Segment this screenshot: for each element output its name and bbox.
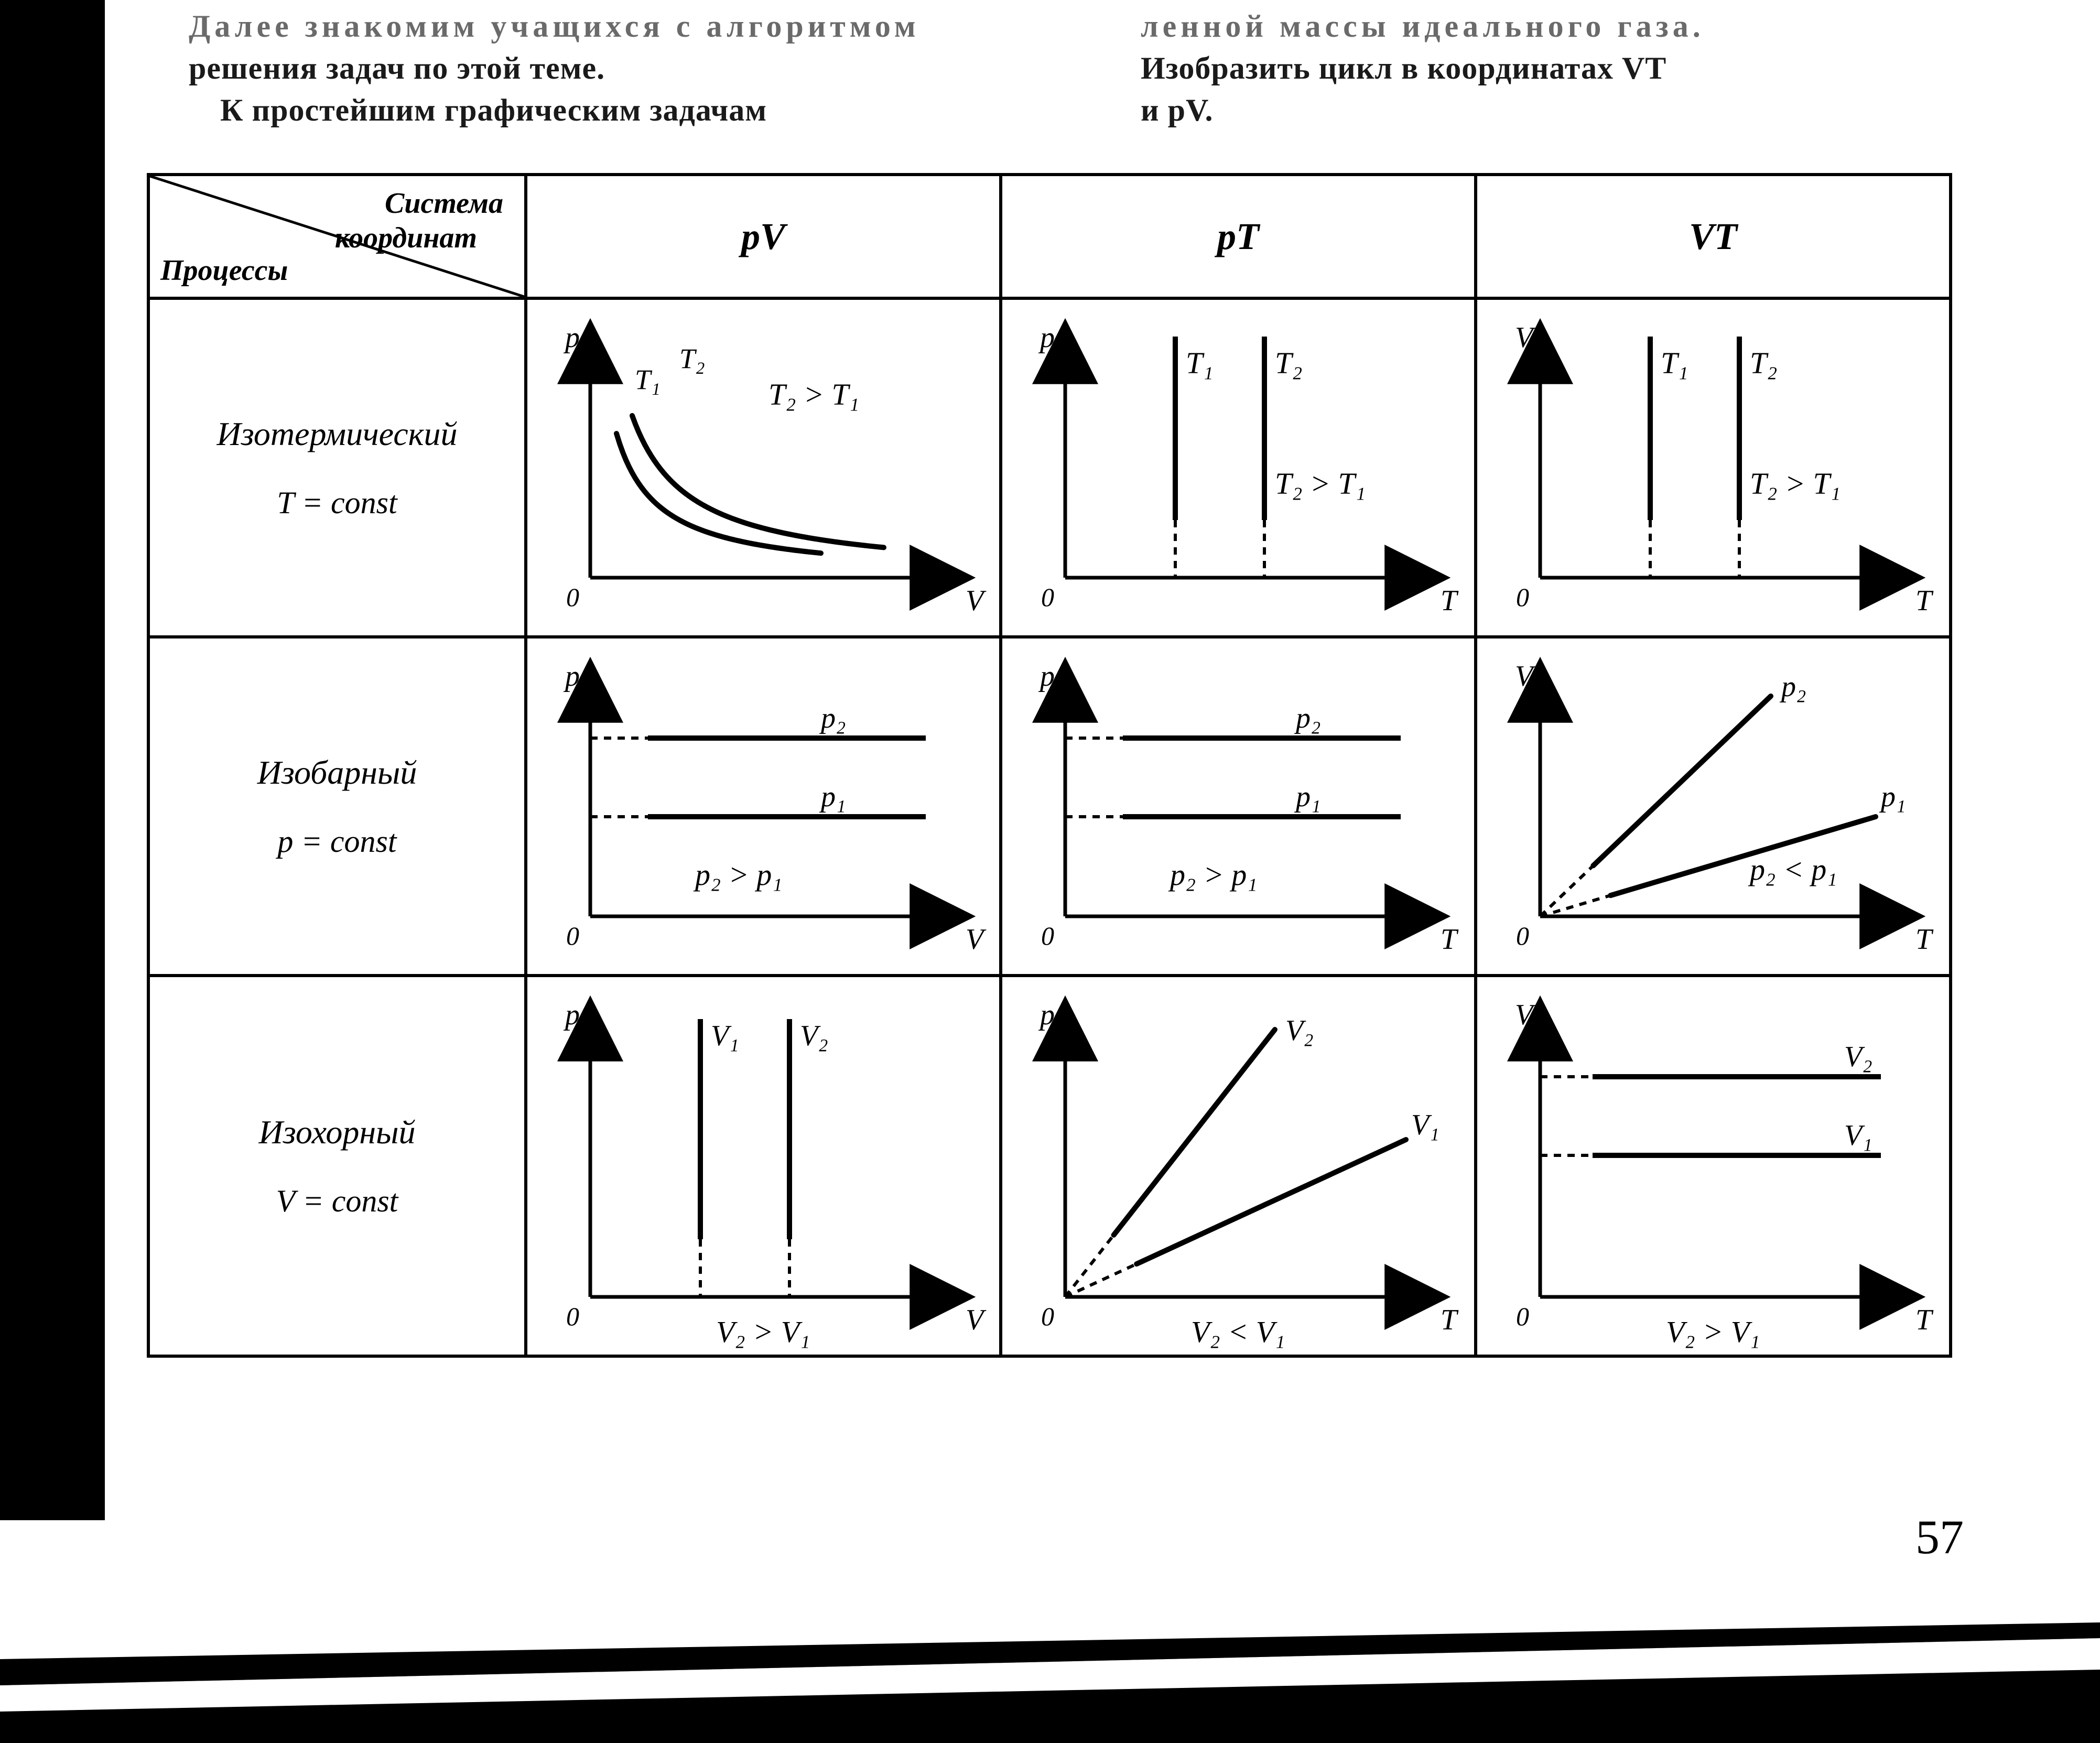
svg-text:T: T	[1441, 1304, 1459, 1336]
svg-text:0: 0	[1041, 1302, 1054, 1331]
svg-text:V₂: V₂	[800, 1020, 828, 1052]
svg-text:0: 0	[566, 921, 579, 950]
svg-text:p₂ > p₁: p₂ > p₁	[693, 858, 782, 892]
row-eq-iso: T = const	[277, 485, 397, 521]
top-left-2: решения задач по этой теме.	[189, 47, 1132, 89]
header-corner-bottom: Процессы	[160, 254, 288, 287]
svg-text:T: T	[1915, 923, 1934, 956]
svg-text:T₁: T₁	[1186, 346, 1213, 380]
rowlabel-isochoric: Изохорный V = const	[148, 976, 526, 1356]
svg-text:V₂ > V₁: V₂ > V₁	[1666, 1315, 1760, 1349]
svg-text:V: V	[1515, 999, 1536, 1031]
svg-text:T₁: T₁	[1661, 346, 1688, 380]
svg-text:T: T	[1915, 584, 1934, 617]
col-header-pv: pV	[526, 175, 1001, 298]
page-number: 57	[1915, 1509, 1964, 1565]
svg-text:p: p	[1038, 321, 1055, 354]
cell-chor-pt: p T 0 V₂ V₁ V₂ < V₁	[1002, 977, 1474, 1355]
svg-text:p: p	[563, 321, 580, 354]
header-corner-mid: координат	[335, 221, 477, 255]
row-name-bar: Изобарный	[257, 753, 417, 792]
rowlabel-isothermal: Изотермический T = const	[148, 298, 526, 637]
svg-text:0: 0	[1041, 921, 1054, 950]
svg-text:0: 0	[1041, 582, 1054, 612]
svg-text:V₂ > V₁: V₂ > V₁	[716, 1315, 810, 1349]
svg-text:V: V	[966, 584, 987, 617]
svg-text:T₂: T₂	[1750, 346, 1777, 380]
cell-iso-vt: V T 0 T₁ T₂ T₂ > T₁	[1477, 300, 1949, 635]
row-name-iso: Изотермический	[217, 415, 457, 453]
svg-text:V₁: V₁	[711, 1020, 739, 1052]
svg-text:p: p	[563, 999, 580, 1031]
scan-edge-left	[0, 0, 105, 1520]
svg-text:T: T	[1915, 1304, 1934, 1336]
process-table: Система координат Процессы pV pT VT Изот…	[147, 173, 1952, 1358]
svg-text:V: V	[1515, 660, 1536, 692]
top-left-3: К простейшим графическим задачам	[189, 89, 1132, 131]
svg-text:V₂ < V₁: V₂ < V₁	[1191, 1315, 1285, 1349]
svg-text:p₂: p₂	[1294, 702, 1320, 734]
svg-text:p₂: p₂	[819, 702, 846, 734]
svg-text:0: 0	[1516, 582, 1529, 612]
svg-text:T: T	[1441, 584, 1459, 617]
svg-text:V₂: V₂	[1844, 1041, 1872, 1073]
svg-text:p₁: p₁	[1879, 781, 1906, 813]
svg-text:T₂: T₂	[1275, 346, 1302, 380]
svg-text:p₁: p₁	[819, 781, 846, 813]
svg-text:p₁: p₁	[1294, 781, 1320, 813]
top-right-2: Изобразить цикл в координатах VT	[1141, 47, 1979, 89]
header-corner-top: Система	[385, 187, 503, 220]
cell-chor-pv: p V 0 V₁ V₂ V₂ > V₁	[527, 977, 999, 1355]
row-eq-bar: p = const	[277, 824, 396, 860]
svg-text:0: 0	[566, 582, 579, 612]
svg-text:T₂ > T₁: T₂ > T₁	[1750, 467, 1841, 501]
rowlabel-isobaric: Изобарный p = const	[148, 637, 526, 976]
svg-text:T₂: T₂	[679, 343, 705, 374]
cell-bar-pv: p V 0 p₂ p₁ p₂ > p₁	[527, 638, 999, 974]
svg-text:V₁: V₁	[1411, 1109, 1439, 1141]
cell-chor-vt: V T 0 V₂ V₁ V₂ > V₁	[1477, 977, 1949, 1355]
top-ghost-right: ленной массы идеального газа.	[1141, 5, 1979, 47]
top-right-3: и pV.	[1141, 89, 1979, 131]
svg-text:T₂ > T₁: T₂ > T₁	[768, 377, 859, 412]
top-clipped-text: Далее знакомим учащихся с алгоритмом реш…	[189, 5, 2023, 131]
svg-text:0: 0	[1516, 921, 1529, 950]
svg-text:0: 0	[1516, 1302, 1529, 1331]
svg-text:V: V	[966, 923, 987, 956]
svg-text:V: V	[1515, 321, 1536, 354]
corner-header: Система координат Процессы	[148, 175, 526, 298]
svg-text:V₁: V₁	[1844, 1119, 1872, 1152]
row-eq-chor: V = const	[276, 1183, 398, 1219]
cell-bar-pt: p T 0 p₂ p₁ p₂ > p₁	[1002, 638, 1474, 974]
cell-iso-pv: p V 0 T₁ T₂ T₂ > T₁	[527, 300, 999, 635]
svg-text:T: T	[1441, 923, 1459, 956]
row-name-chor: Изохорный	[259, 1113, 416, 1152]
col-header-pt: pT	[1001, 175, 1476, 298]
cell-iso-pt: p T 0 T₁ T₂ T₂ > T₁	[1002, 300, 1474, 635]
svg-text:0: 0	[566, 1302, 579, 1331]
svg-text:p: p	[1038, 999, 1055, 1031]
svg-text:p: p	[563, 660, 580, 692]
svg-text:p₂ < p₁: p₂ < p₁	[1748, 852, 1837, 886]
svg-text:p: p	[1038, 660, 1055, 692]
scan-bottom-edge	[0, 1622, 2100, 1743]
page: Далее знакомим учащихся с алгоритмом реш…	[0, 0, 2100, 1743]
col-header-vt: VT	[1476, 175, 1951, 298]
svg-text:p₂ > p₁: p₂ > p₁	[1168, 858, 1257, 892]
cell-bar-vt: V T 0 p₂ p₁ p₂ < p₁	[1477, 638, 1949, 974]
svg-text:V: V	[966, 1304, 987, 1336]
svg-text:T₁: T₁	[635, 364, 661, 395]
svg-text:V₂: V₂	[1285, 1014, 1314, 1047]
top-ghost-left: Далее знакомим учащихся с алгоритмом	[189, 5, 1132, 47]
svg-text:p₂: p₂	[1779, 670, 1806, 703]
svg-text:T₂ > T₁: T₂ > T₁	[1275, 467, 1366, 501]
